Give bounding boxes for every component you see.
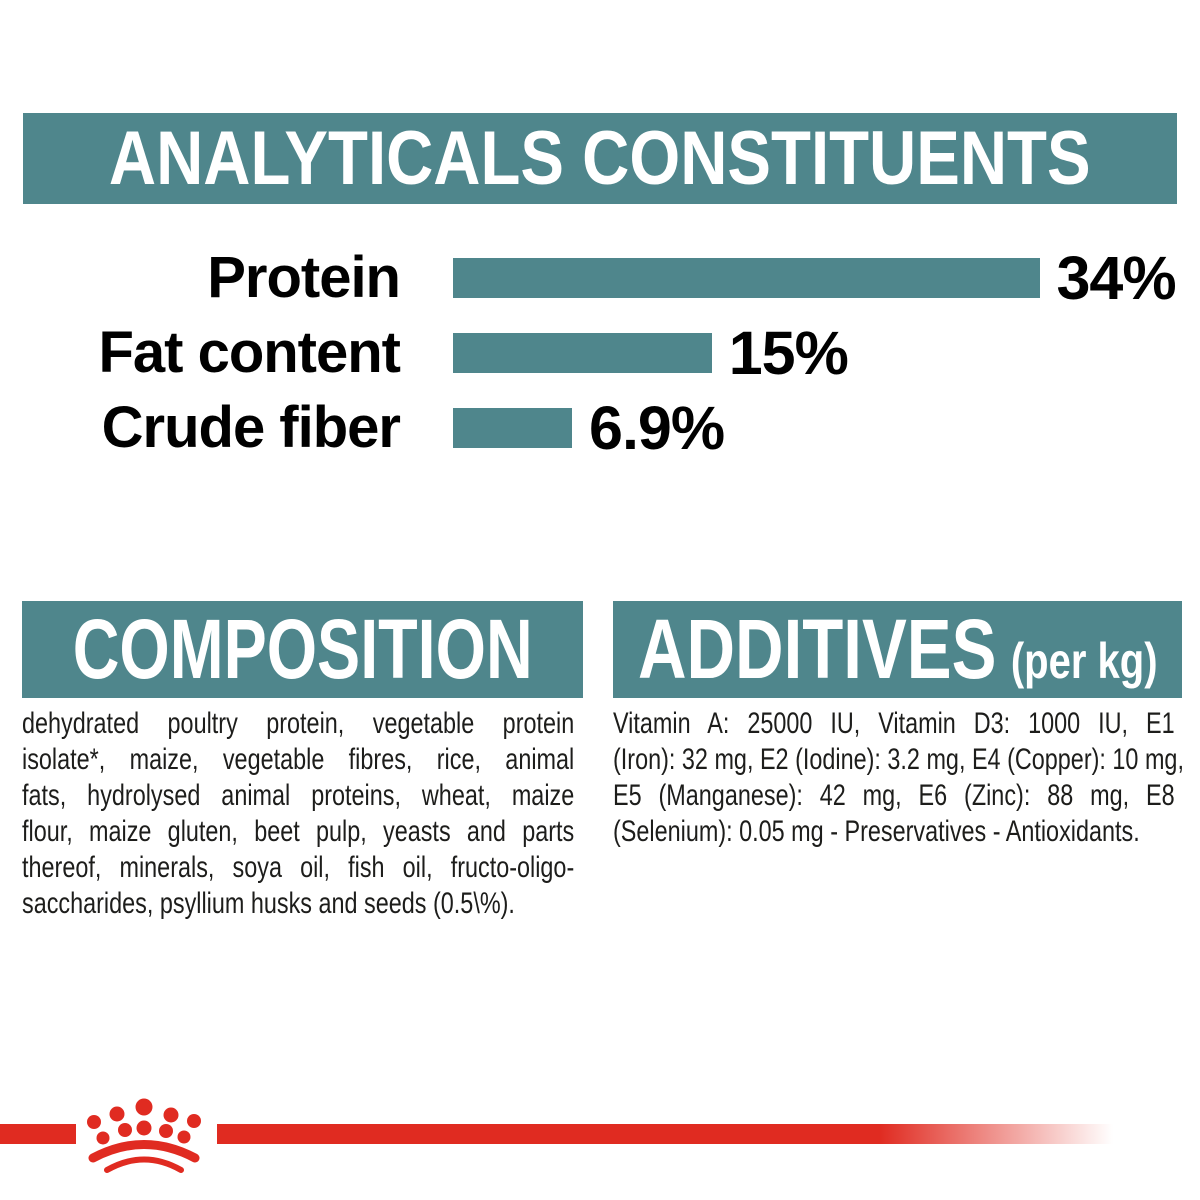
chart-bar [453, 407, 573, 448]
chart-value-label: 6.9% [589, 393, 725, 462]
additives-text-line: E5 (Manganese): 42 mg, E6 (Zinc): 88 mg,… [613, 779, 1175, 812]
crown-dots [87, 1098, 201, 1145]
additives-text-line: (Iron): 32 mg, E2 (Iodine): 3.2 mg, E4 (… [613, 743, 1184, 776]
additives-text: Vitamin A: 25000 IU, Vitamin D3: 1000 IU… [613, 706, 1184, 850]
composition-text-line: saccharides, psyllium husks and seeds (0… [22, 887, 515, 920]
chart-category-label: Crude fiber [101, 395, 401, 460]
additives-title: ADDITIVES [638, 602, 997, 696]
composition-text-line: dehydrated poultry protein, vegetable pr… [22, 707, 575, 740]
brand-red-line [0, 1124, 1113, 1144]
chart-bar [453, 332, 712, 373]
composition-text-line: flour, maize gluten, beet pulp, yeasts a… [22, 815, 575, 848]
chart-value-label: 34% [1056, 243, 1177, 312]
composition-text-line: fats, hydrolysed animal proteins, wheat,… [22, 779, 575, 812]
additives-text-line: (Selenium): 0.05 mg - Preservatives - An… [613, 815, 1140, 848]
composition-text: dehydrated poultry protein, vegetable pr… [22, 706, 574, 922]
composition-banner: COMPOSITION [22, 601, 583, 698]
additives-banner: ADDITIVES (per kg) [613, 601, 1182, 698]
additives-section: ADDITIVES (per kg) Vitamin A: 25000 IU, … [613, 601, 1184, 850]
chart-value-label: 15% [728, 318, 849, 387]
chart-row: Crude fiber 6.9% [0, 390, 1200, 465]
chart-row: Fat content 15% [0, 315, 1200, 390]
additives-title-group: ADDITIVES (per kg) [638, 601, 1158, 698]
chart-row: Protein 34% [0, 240, 1200, 315]
chart-bar [453, 257, 1040, 298]
royal-canin-crown-icon [87, 1098, 201, 1173]
crown-base-arcs [88, 1140, 200, 1173]
additives-text-line: Vitamin A: 25000 IU, Vitamin D3: 1000 IU… [613, 707, 1175, 740]
composition-title: COMPOSITION [72, 602, 533, 696]
chart-category-label: Fat content [98, 320, 401, 385]
composition-text-line: thereof, minerals, soya oil, fish oil, f… [22, 851, 575, 884]
chart-category-label: Protein [207, 245, 401, 310]
composition-text-line: isolate*, maize, vegetable fibres, rice,… [22, 743, 575, 776]
nutrient-bar-chart: Protein 34% Fat content 15% Crude fiber … [0, 240, 1200, 465]
analytical-constituents-title: ANALYTICALS CONSTITUENTS [109, 116, 1091, 201]
composition-section: COMPOSITION dehydrated poultry protein, … [22, 601, 583, 922]
analytical-constituents-banner: ANALYTICALS CONSTITUENTS [23, 113, 1177, 204]
additives-per-kg-label: (per kg) [1010, 633, 1158, 689]
